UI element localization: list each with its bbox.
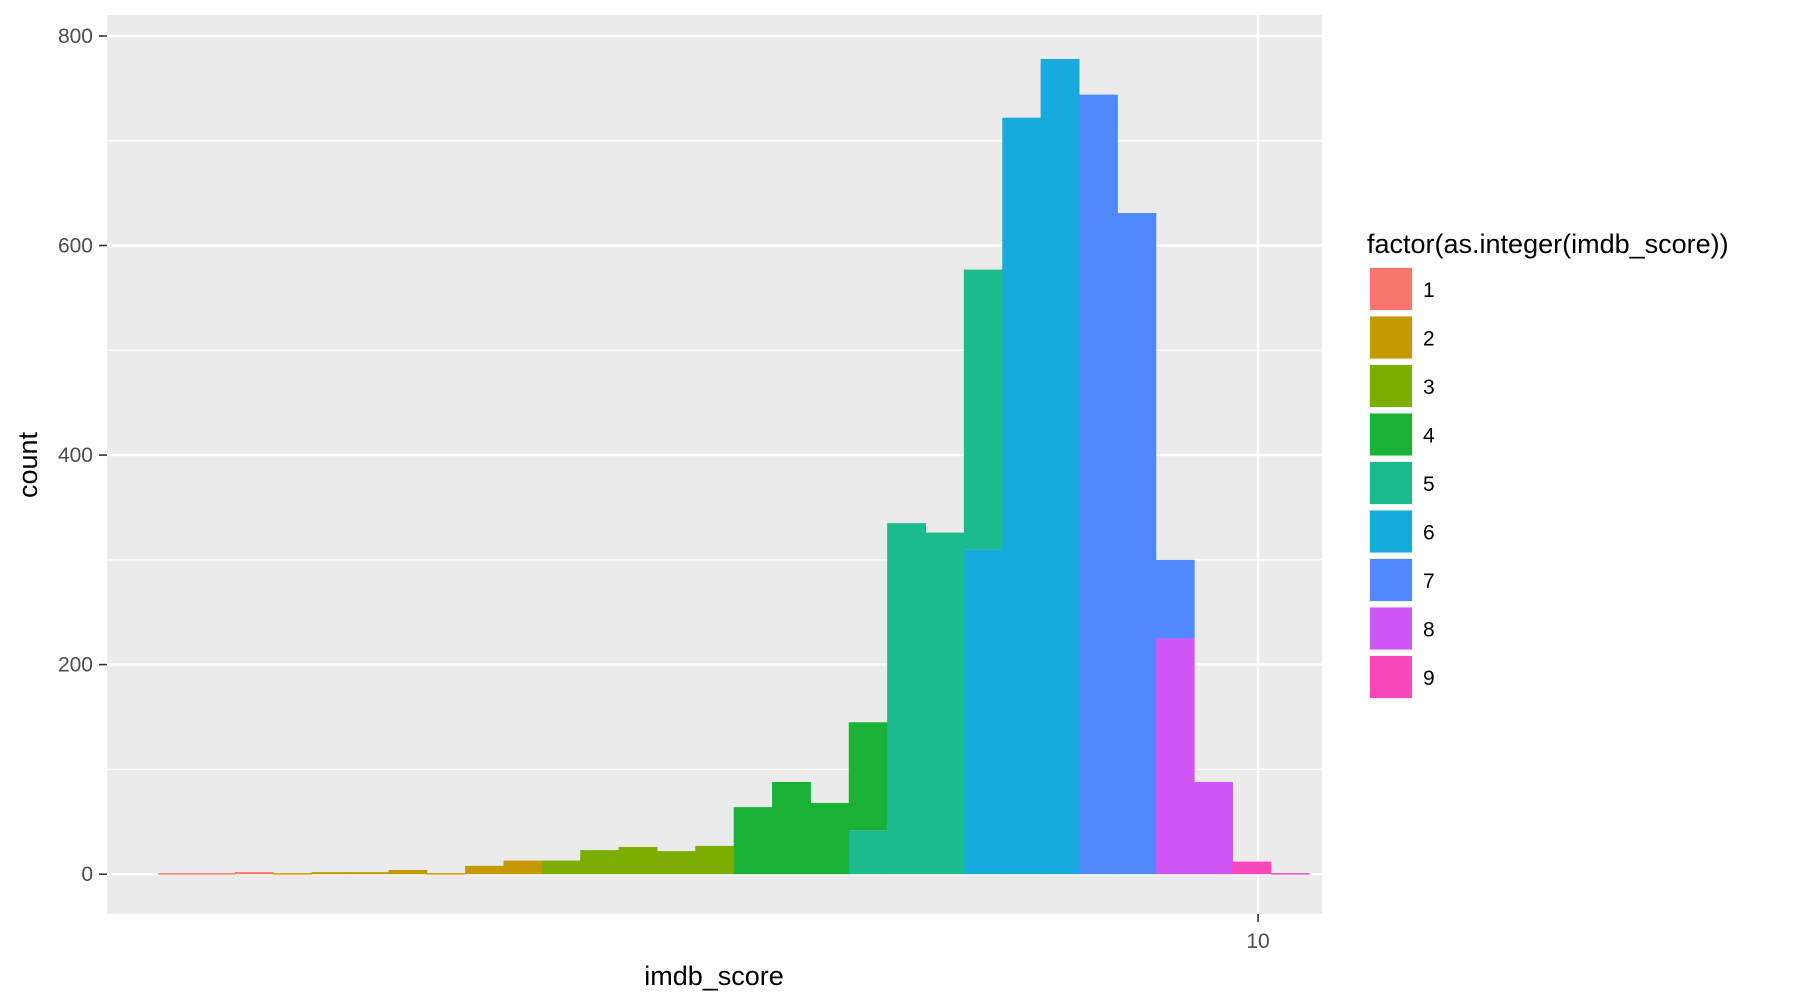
- legend-label: 3: [1423, 376, 1435, 399]
- x-axis-title: imdb_score: [644, 961, 784, 991]
- y-tick-label: 400: [58, 444, 93, 467]
- legend-items: 1 2 3 4 5 6 7 8 9: [1369, 267, 1435, 699]
- histogram-bar: [1002, 117, 1042, 875]
- histogram-bar: [1194, 781, 1233, 875]
- histogram-bar: [963, 269, 1003, 550]
- legend-label: 1: [1423, 279, 1435, 302]
- legend-title: factor(as.integer(imdb_score)): [1367, 229, 1729, 259]
- histogram-bar: [848, 722, 888, 831]
- legend-label: 2: [1423, 328, 1435, 351]
- histogram-bar: [158, 873, 198, 875]
- histogram-bar: [1117, 213, 1157, 875]
- histogram-bar: [848, 830, 888, 875]
- legend-key-swatch: [1370, 365, 1412, 407]
- histogram-bar: [580, 850, 620, 875]
- histogram-bar: [234, 872, 274, 875]
- histogram-bar: [1155, 559, 1195, 639]
- histogram-bar: [656, 851, 696, 875]
- histogram-bar: [465, 865, 504, 875]
- y-tick-label: 0: [81, 863, 93, 886]
- x-tick-label: 10: [1246, 930, 1269, 953]
- histogram-bar: [772, 781, 811, 875]
- histogram-bar: [618, 846, 658, 875]
- legend-key-swatch: [1370, 268, 1412, 310]
- legend-key-swatch: [1370, 316, 1412, 359]
- histogram-bar: [311, 872, 351, 875]
- y-tick-label: 800: [58, 25, 93, 48]
- legend-key-swatch: [1370, 413, 1412, 456]
- legend-key-swatch: [1370, 656, 1412, 698]
- legend-label: 4: [1423, 425, 1435, 448]
- legend-key-swatch: [1370, 607, 1412, 650]
- histogram-bar: [388, 869, 428, 875]
- y-axis-title: count: [13, 431, 43, 498]
- legend: factor(as.integer(imdb_score)) 1 2 3 4 5 6 7 8 9: [1367, 229, 1729, 699]
- legend-key-swatch: [1370, 510, 1412, 553]
- histogram-bar: [1232, 861, 1272, 875]
- legend-label: 9: [1423, 667, 1435, 690]
- histogram-bar: [1270, 873, 1310, 875]
- histogram-bar: [733, 807, 773, 875]
- histogram-bar: [350, 872, 389, 875]
- histogram-bar: [541, 860, 581, 875]
- histogram-bar: [695, 845, 735, 875]
- legend-label: 8: [1423, 619, 1435, 642]
- bars-group: [158, 59, 1310, 875]
- y-axis: 0 200 400 600 800: [58, 25, 107, 886]
- histogram-bar: [426, 873, 466, 875]
- histogram-bar: [1155, 638, 1195, 875]
- legend-label: 7: [1423, 570, 1435, 593]
- histogram-bar: [503, 860, 543, 875]
- histogram-bar: [810, 802, 850, 875]
- y-tick-label: 600: [58, 235, 93, 258]
- histogram-bar: [196, 873, 236, 875]
- histogram-bar: [1079, 94, 1118, 875]
- legend-label: 6: [1423, 522, 1435, 545]
- legend-key-swatch: [1370, 559, 1412, 601]
- legend-key-swatch: [1370, 462, 1412, 504]
- histogram-bar: [887, 523, 927, 875]
- histogram-bar: [925, 532, 965, 875]
- histogram-bar: [273, 873, 313, 875]
- y-tick-label: 200: [58, 654, 93, 677]
- histogram-bar: [1040, 59, 1080, 875]
- legend-label: 5: [1423, 473, 1435, 496]
- histogram-bar: [963, 549, 1003, 875]
- x-axis: 10: [1246, 914, 1270, 953]
